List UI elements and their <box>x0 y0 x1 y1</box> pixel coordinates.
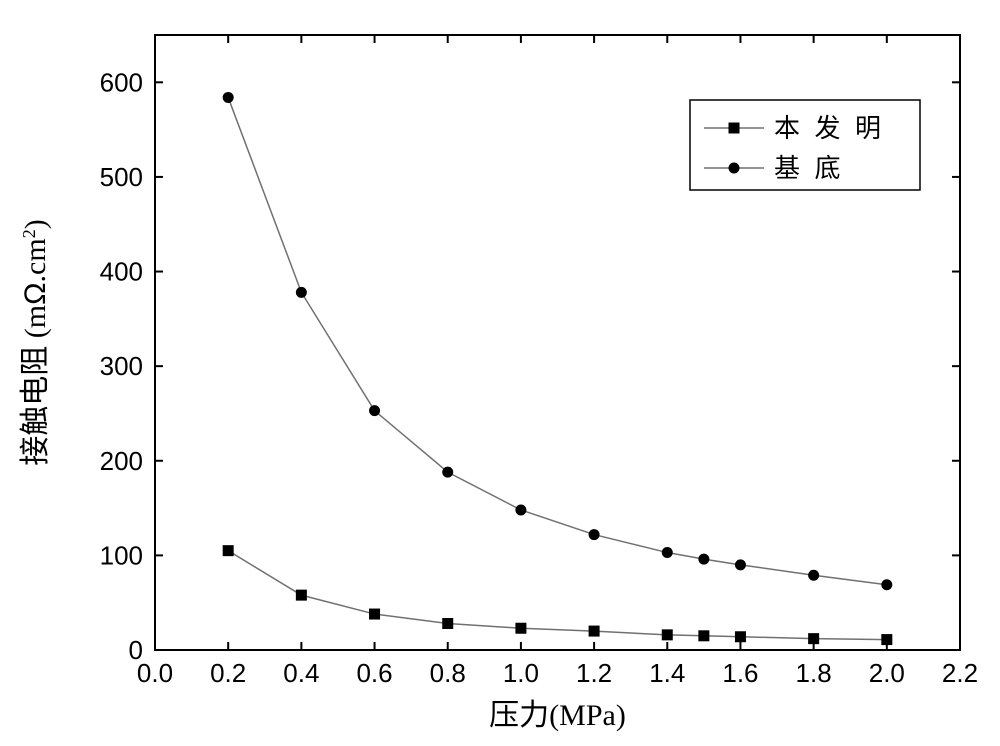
y-tick-label: 400 <box>100 257 143 287</box>
data-marker-circle <box>735 559 746 570</box>
x-axis-label: 压力(MPa) <box>489 699 626 732</box>
y-tick-label: 500 <box>100 162 143 192</box>
data-marker-circle <box>808 570 819 581</box>
data-marker-circle <box>515 504 526 515</box>
data-marker-square <box>296 590 307 601</box>
series-line <box>228 551 887 640</box>
data-marker-square <box>369 609 380 620</box>
data-marker-circle <box>296 287 307 298</box>
x-tick-label: 2.0 <box>869 658 905 688</box>
x-tick-label: 2.2 <box>942 658 978 688</box>
data-marker-square <box>881 634 892 645</box>
legend-marker-square <box>729 123 740 134</box>
data-marker-square <box>223 545 234 556</box>
x-tick-label: 0.2 <box>210 658 246 688</box>
legend-label: 本 发 明 <box>774 114 885 143</box>
data-marker-square <box>698 630 709 641</box>
x-tick-label: 1.2 <box>576 658 612 688</box>
y-tick-label: 600 <box>100 67 143 97</box>
y-tick-label: 200 <box>100 446 143 476</box>
chart-svg: 0.00.20.40.60.81.01.21.41.61.82.02.20100… <box>0 0 1000 746</box>
x-tick-label: 1.0 <box>503 658 539 688</box>
data-marker-square <box>735 631 746 642</box>
x-tick-label: 0.4 <box>283 658 319 688</box>
data-marker-circle <box>662 547 673 558</box>
data-marker-square <box>589 626 600 637</box>
data-marker-circle <box>881 579 892 590</box>
y-tick-label: 0 <box>129 635 143 665</box>
data-marker-square <box>662 629 673 640</box>
y-axis-label: 接触电阻 (mΩ.cm2) <box>19 219 52 465</box>
x-tick-label: 1.8 <box>796 658 832 688</box>
data-marker-circle <box>589 529 600 540</box>
chart-container: 0.00.20.40.60.81.01.21.41.61.82.02.20100… <box>0 0 1000 746</box>
data-marker-square <box>808 633 819 644</box>
data-marker-circle <box>442 467 453 478</box>
data-marker-circle <box>698 554 709 565</box>
legend-label: 基 底 <box>774 154 845 183</box>
x-tick-label: 0.8 <box>430 658 466 688</box>
x-tick-label: 1.6 <box>722 658 758 688</box>
legend-marker-circle <box>729 163 740 174</box>
x-tick-label: 0.6 <box>356 658 392 688</box>
data-marker-circle <box>369 405 380 416</box>
data-marker-square <box>515 623 526 634</box>
x-tick-label: 1.4 <box>649 658 685 688</box>
data-marker-circle <box>223 92 234 103</box>
data-marker-square <box>442 618 453 629</box>
y-tick-label: 100 <box>100 540 143 570</box>
y-tick-label: 300 <box>100 351 143 381</box>
